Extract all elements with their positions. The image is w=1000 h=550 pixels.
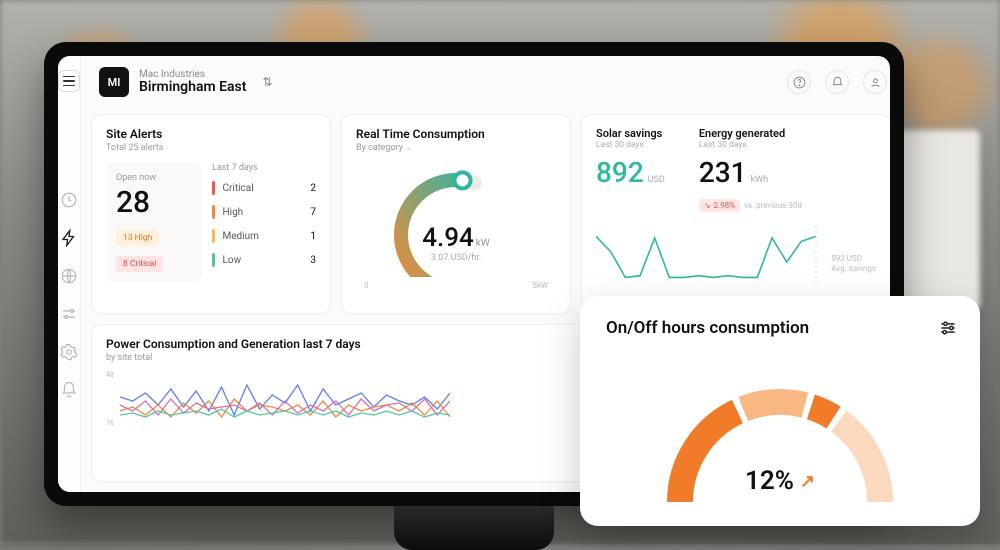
overlay-title: On/Off hours consumption xyxy=(606,318,954,338)
site-selector[interactable]: Mac Industries Birmingham East xyxy=(139,69,246,95)
help-icon[interactable] xyxy=(787,70,811,94)
overlay-pct: 12% xyxy=(745,466,794,496)
gauge-value: 4.94 xyxy=(422,223,474,253)
alerts-open-panel[interactable]: Open now 28 13 High 8 Critical xyxy=(106,163,202,282)
open-now-label: Open now xyxy=(116,173,192,183)
gauge-max: 5kW xyxy=(532,281,548,290)
topbar: MI Mac Industries Birmingham East ⇅ xyxy=(81,56,890,108)
nav-settings-icon[interactable] xyxy=(59,342,79,362)
energy-title: Energy generated xyxy=(699,127,802,140)
profile-icon[interactable] xyxy=(863,70,887,94)
nav-bell-icon[interactable] xyxy=(59,380,79,400)
org-badge[interactable]: MI xyxy=(99,67,129,97)
onoff-hours-card: On/Off hours consumption 12% ↗ xyxy=(580,296,980,526)
alerts-title: Site Alerts xyxy=(106,127,316,141)
spark-label-bottom: Avg. savings xyxy=(831,264,876,274)
left-sidebar xyxy=(58,56,81,492)
energy-delta-note: vs. previous 30d xyxy=(744,201,802,210)
solar-sub: Last 30 days xyxy=(596,140,665,150)
site-alerts-card: Site Alerts Total 25 alerts Open now 28 … xyxy=(91,114,331,314)
severity-row[interactable]: High7 xyxy=(212,205,316,219)
open-count: 28 xyxy=(116,185,192,220)
pill-high: 13 High xyxy=(116,230,159,246)
severity-row[interactable]: Low3 xyxy=(212,253,316,267)
site-name: Birmingham East xyxy=(139,80,246,95)
gauge-title: Real Time Consumption xyxy=(356,127,556,141)
severity-row[interactable]: Critical2 xyxy=(212,181,316,195)
last7-label: Last 7 days xyxy=(212,163,316,173)
gauge-unit: kW xyxy=(476,238,490,249)
energy-sub: Last 30 days xyxy=(699,140,802,150)
arrow-up-right-icon: ↗ xyxy=(800,471,815,492)
notifications-icon[interactable] xyxy=(825,70,849,94)
chevron-down-icon: ⌄ xyxy=(405,143,413,153)
filter-settings-icon[interactable] xyxy=(938,318,958,338)
yaxis-bottom: 16 xyxy=(106,419,114,427)
savings-card: Solar savings Last 30 days 892 USD Energy… xyxy=(581,114,890,314)
energy-value: 231 xyxy=(699,156,747,189)
yaxis-top: 48 xyxy=(106,371,114,379)
energy-delta: ↘2.98% xyxy=(699,199,740,212)
site-switch-icon[interactable]: ⇅ xyxy=(262,75,272,89)
nav-dashboard-icon[interactable] xyxy=(59,190,79,210)
solar-title: Solar savings xyxy=(596,127,665,140)
nav-energy-icon[interactable] xyxy=(59,228,79,248)
severity-row[interactable]: Medium1 xyxy=(212,229,316,243)
pill-critical: 8 Critical xyxy=(116,256,163,272)
gauge-filter[interactable]: By category ⌄ xyxy=(356,143,556,153)
realtime-consumption-card: Real Time Consumption By category ⌄ 4.94… xyxy=(341,114,571,314)
alerts-subtitle: Total 25 alerts xyxy=(106,143,316,153)
nav-sliders-icon[interactable] xyxy=(59,304,79,324)
menu-button[interactable] xyxy=(58,70,80,92)
nav-globe-icon[interactable] xyxy=(59,266,79,286)
monitor-stand xyxy=(394,506,554,550)
power-multiline-chart xyxy=(120,371,450,441)
gauge-min: 0 xyxy=(364,281,369,290)
solar-value: 892 xyxy=(596,156,644,189)
energy-unit: kWh xyxy=(751,175,769,185)
solar-unit: USD xyxy=(648,175,665,185)
spark-label-top: 892 USD xyxy=(831,254,876,264)
gauge-rate: 3.07 USD/hr. xyxy=(422,253,490,263)
arrow-down-icon: ↘ xyxy=(704,201,711,210)
